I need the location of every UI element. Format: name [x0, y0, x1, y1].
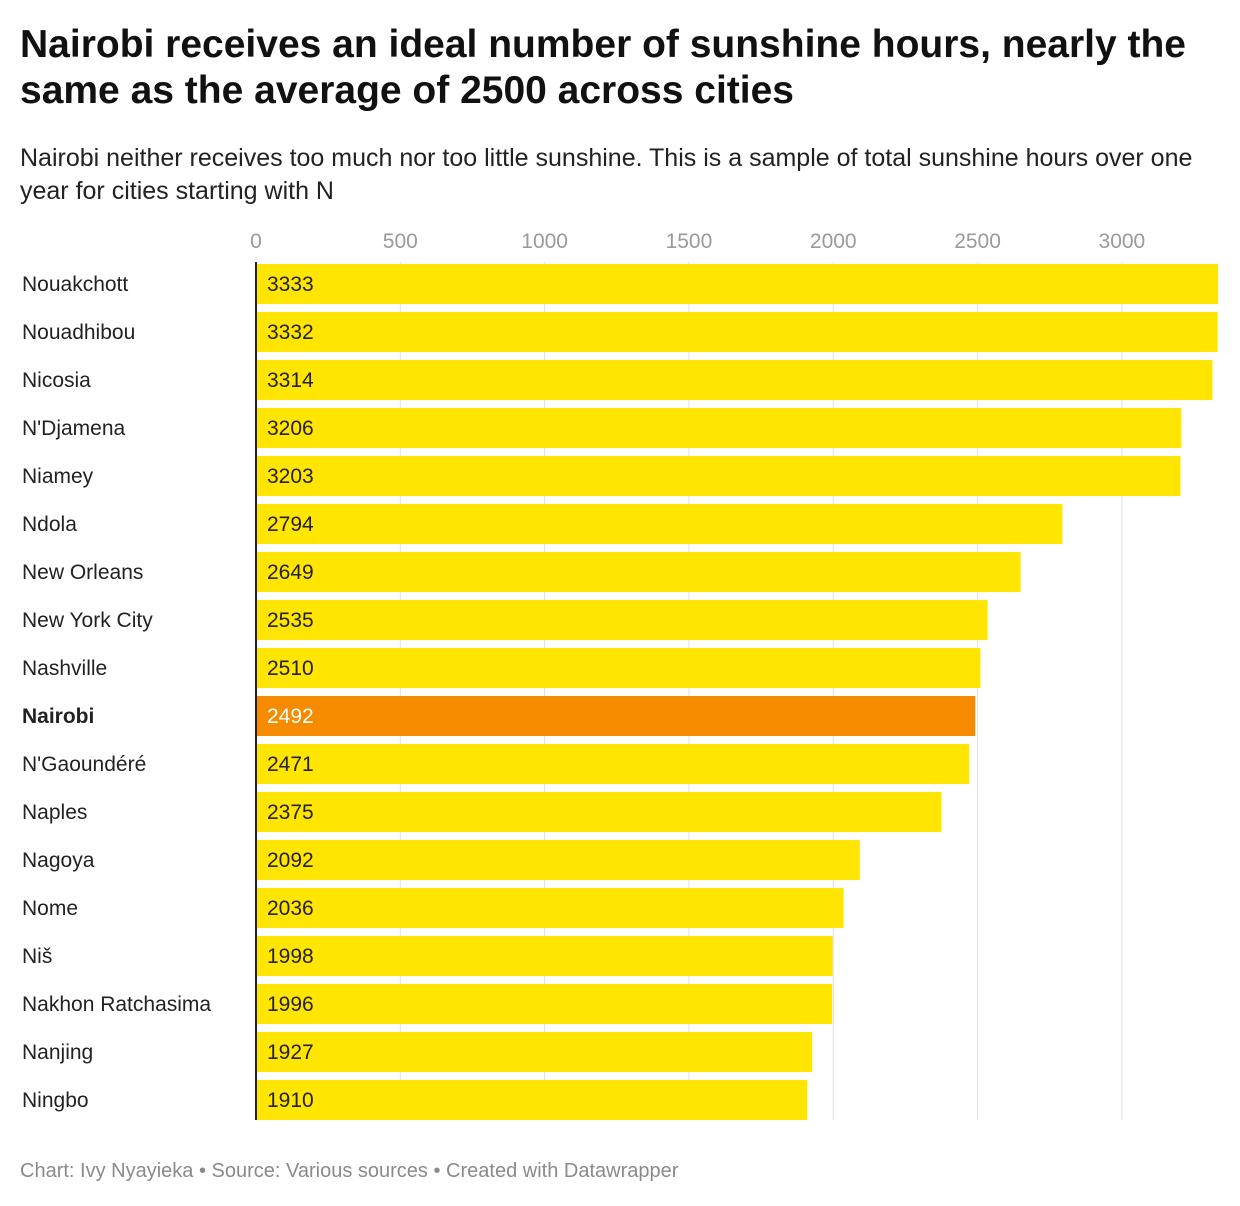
bar [256, 360, 1213, 400]
bar [256, 1032, 813, 1072]
category-label: Nouakchott [22, 273, 128, 296]
category-label: Niamey [22, 465, 94, 488]
category-label: Nicosia [22, 369, 91, 392]
category-label: Ndola [22, 513, 77, 536]
chart-title: Nairobi receives an ideal number of suns… [20, 23, 1187, 112]
bar [256, 936, 833, 976]
category-label: Nashville [22, 657, 107, 680]
value-label: 2794 [267, 513, 314, 536]
category-label: Nagoya [22, 849, 95, 872]
value-label: 2510 [267, 657, 314, 680]
bar [256, 792, 942, 832]
bar-chart: 0 500 1000 1500 2000 2500 3000 Nouakchott 3333 No… [0, 218, 1240, 1138]
value-label: 3332 [267, 321, 314, 344]
x-tick-label: 500 [383, 230, 418, 253]
chart-subtitle: Nairobi neither receives too much nor to… [20, 144, 1193, 205]
x-tick-label: 1000 [521, 230, 568, 253]
x-tick-label: 2500 [954, 230, 1001, 253]
category-label: Nanjing [22, 1041, 93, 1064]
category-label: Nouadhibou [22, 321, 135, 344]
value-label: 3203 [267, 465, 314, 488]
footer-separator: • [427, 1160, 447, 1182]
category-label: N'Gaoundéré [22, 753, 146, 776]
value-label: 3314 [267, 369, 314, 392]
bar [256, 264, 1218, 304]
bar [256, 312, 1218, 352]
category-label: New Orleans [22, 561, 143, 584]
bar [256, 984, 833, 1024]
footer-separator: • [193, 1160, 212, 1182]
x-tick-label: 2000 [810, 230, 857, 253]
value-label: 2036 [267, 897, 314, 920]
value-label: 2375 [267, 801, 314, 824]
x-tick-label: 0 [250, 230, 262, 253]
category-label: Niš [22, 945, 52, 968]
x-tick-label: 1500 [666, 230, 713, 253]
bar [256, 600, 988, 640]
category-label: Naples [22, 801, 87, 824]
footer-credit: Chart: Ivy Nyayieka [20, 1160, 194, 1182]
bar [256, 408, 1182, 448]
category-label: N'Djamena [22, 417, 126, 440]
category-label: New York City [22, 609, 153, 632]
bar [256, 696, 976, 736]
category-label: Nome [22, 897, 78, 920]
chart-footer: Chart: Ivy Nyayieka • Source: Various so… [20, 1160, 1220, 1183]
bar [256, 552, 1021, 592]
bar [256, 840, 860, 880]
bar-chart-svg: 0 500 1000 1500 2000 2500 3000 Nouakchott 3333 No… [22, 230, 1218, 1120]
x-tick-label: 3000 [1099, 230, 1146, 253]
bar [256, 1080, 808, 1120]
value-label: 2492 [267, 705, 314, 728]
value-label: 2649 [267, 561, 314, 584]
value-label: 2535 [267, 609, 314, 632]
category-label: Nairobi [22, 705, 94, 728]
bar [256, 744, 970, 784]
bar [256, 456, 1181, 496]
category-label: Nakhon Ratchasima [22, 993, 211, 1016]
value-label: 1910 [267, 1089, 314, 1112]
bar [256, 648, 981, 688]
footer-created-with: Created with Datawrapper [446, 1160, 679, 1182]
bar [256, 888, 844, 928]
value-label: 1998 [267, 945, 314, 968]
footer-source: Source: Various sources [211, 1160, 428, 1182]
value-label: 3206 [267, 417, 314, 440]
value-label: 3333 [267, 273, 314, 296]
value-label: 2471 [267, 753, 314, 776]
value-label: 2092 [267, 849, 314, 872]
value-label: 1927 [267, 1041, 314, 1064]
value-label: 1996 [267, 993, 314, 1016]
bar [256, 504, 1063, 544]
category-label: Ningbo [22, 1089, 89, 1112]
